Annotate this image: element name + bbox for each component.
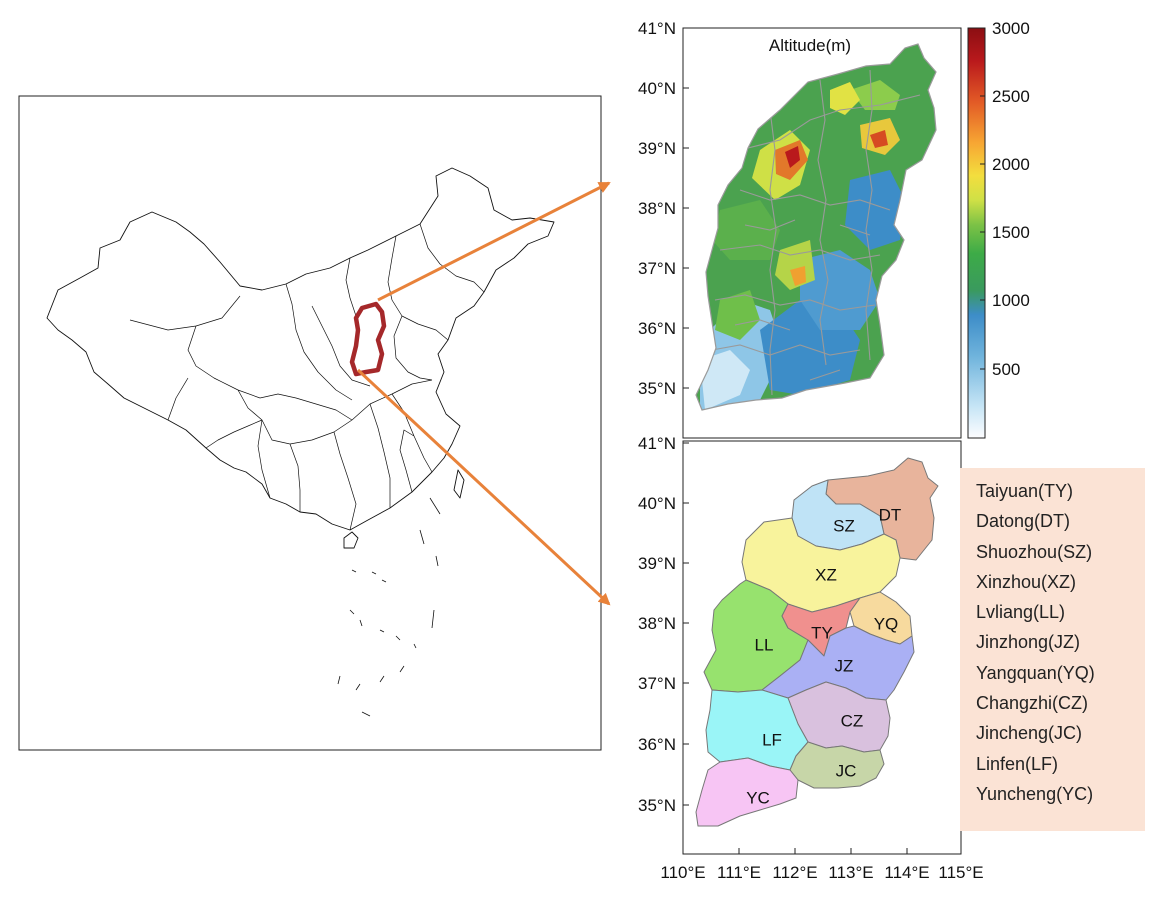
region-label-LL: LL [755,635,774,654]
arrow-to-altitude-map [377,181,611,302]
hainan-island [343,531,359,549]
alt-lat-tick: 40°N [638,79,676,98]
region-TY [781,597,861,657]
colorbar-tick: 2500 [992,87,1030,106]
region-label-LF: LF [762,730,782,749]
alt-lat-tick: 39°N [638,139,676,158]
china-province-map [46,167,555,717]
region-label-XZ: XZ [815,565,837,584]
alt-lat-tick: 37°N [638,259,676,278]
region-lon-tick: 115°E [938,863,983,882]
alt-lat-tick: 38°N [638,199,676,218]
region-lon-tick: 111°E [717,863,761,882]
colorbar-ticks: 3000 2500 2000 1500 1000 500 [980,19,1030,379]
region-lat-tick: 41°N [638,434,676,453]
county-borders [711,69,921,396]
legend-item: Linfen(LF) [976,753,1059,774]
region-lat-tick: 39°N [638,554,676,573]
region-label-SZ: SZ [833,516,855,535]
region-YC [695,757,799,827]
region-lat-axis: 41°N 40°N 39°N 38°N 37°N 36°N 35°N [638,434,689,815]
region-lat-tick: 35°N [638,796,676,815]
legend-item: Yangquan(YQ) [976,662,1095,683]
region-label-CZ: CZ [841,711,864,730]
legend-item: Xinzhou(XZ) [976,571,1077,592]
alt-lat-tick: 41°N [638,19,676,38]
region-label-JC: JC [836,761,857,780]
legend-item: Shuozhou(SZ) [976,541,1093,562]
legend-item: Jinzhong(JZ) [976,632,1081,653]
region-legend: Taiyuan(TY) Datong(DT) Shuozhou(SZ) Xinz… [960,468,1145,831]
legend-item: Taiyuan(TY) [976,481,1074,501]
region-map-panel: DT SZ XZ LL TY YQ JZ CZ LF JC YC 41°N 40… [638,434,984,882]
region-lat-tick: 40°N [638,494,676,513]
region-lon-axis: 110°E 111°E 112°E 113°E 114°E 115°E [660,848,984,882]
region-lon-tick: 114°E [884,863,929,882]
prefecture-regions [695,457,939,827]
region-lon-tick: 110°E [660,863,705,882]
colorbar-tick: 3000 [992,19,1030,38]
alt-lat-tick: 36°N [638,319,676,338]
province-borders [129,223,485,531]
region-label-JZ: JZ [835,656,854,675]
colorbar-tick: 500 [992,360,1020,379]
colorbar-tick: 2000 [992,155,1030,174]
region-label-YQ: YQ [874,614,899,633]
legend-item: Yuncheng(YC) [976,783,1094,804]
region-labels: DT SZ XZ LL TY YQ JZ CZ LF JC YC [746,505,901,807]
altitude-lat-axis: 41°N 40°N 39°N 38°N 37°N 36°N 35°N [638,19,689,398]
colorbar-tick: 1000 [992,291,1030,310]
region-lat-tick: 36°N [638,735,676,754]
legend-item: Datong(DT) [976,511,1071,532]
region-lat-tick: 37°N [638,674,676,693]
region-lon-tick: 113°E [828,863,873,882]
taiwan-island [453,469,465,499]
arrow-to-region-map [356,368,611,606]
region-label-DT: DT [879,505,902,524]
china-outline [46,167,555,531]
alt-lat-tick: 35°N [638,379,676,398]
altitude-title: Altitude(m) [769,36,851,55]
region-JC [789,741,885,789]
region-label-TY: TY [811,623,833,642]
legend-item: Changzhi(CZ) [976,693,1089,714]
legend-item: Lvliang(LL) [976,602,1066,623]
colorbar-tick: 1500 [992,223,1030,242]
south-sea-islands [337,497,441,717]
region-lat-tick: 38°N [638,614,676,633]
china-map-frame [18,95,602,751]
altitude-map-panel: Altitude(m) 41°N 40°N 39°N 38°N 37°N 36°… [638,19,1030,439]
region-lon-tick: 112°E [772,863,817,882]
altitude-colorbar [967,27,986,439]
shanxi-highlight [349,301,387,377]
region-label-YC: YC [746,788,770,807]
altitude-raster [700,80,905,410]
legend-item: Jincheng(JC) [976,723,1083,744]
